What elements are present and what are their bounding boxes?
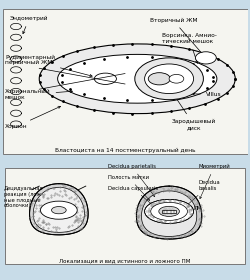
Circle shape [159, 206, 180, 216]
Polygon shape [33, 187, 84, 232]
Text: Децидуальная
реакция (лож-
ные плодные
оболочки): Децидуальная реакция (лож- ные плодные о… [4, 186, 46, 209]
Polygon shape [30, 184, 88, 235]
Ellipse shape [144, 64, 194, 94]
Text: Локализация и вид истинного и ложного ПМ: Локализация и вид истинного и ложного ПМ [59, 259, 191, 264]
Polygon shape [136, 186, 202, 239]
Text: Эндометрий: Эндометрий [10, 16, 48, 34]
Text: Хорион: Хорион [5, 106, 60, 129]
Circle shape [151, 202, 188, 220]
Polygon shape [142, 191, 197, 236]
Text: Рудиментарный
первичный ЖМ: Рудиментарный первичный ЖМ [5, 54, 92, 77]
Text: Бластоциста на 14 постменструальный день: Бластоциста на 14 постменструальный день [55, 148, 195, 153]
Ellipse shape [58, 54, 217, 103]
Text: Вторичный ЖМ: Вторичный ЖМ [150, 18, 204, 55]
Text: Полость матки: Полость матки [108, 175, 150, 200]
Ellipse shape [94, 73, 116, 85]
Text: Decidua parietalis: Decidua parietalis [108, 164, 156, 197]
Text: Decidua capsularis: Decidua capsularis [108, 186, 158, 204]
Text: Ворсинка. Амнио-
тический мешок: Ворсинка. Амнио- тический мешок [162, 34, 216, 63]
Bar [162, 210, 176, 213]
Text: Зародышевый
диск: Зародышевый диск [168, 87, 216, 130]
Circle shape [40, 201, 77, 219]
Circle shape [52, 207, 66, 214]
Text: ПМ: ПМ [180, 206, 202, 213]
Text: Миометрий: Миометрий [198, 164, 230, 199]
Ellipse shape [135, 58, 203, 100]
Bar [5, 168, 245, 264]
Text: Villus: Villus [190, 92, 222, 97]
Ellipse shape [39, 44, 235, 114]
Text: Decidua
basalis: Decidua basalis [183, 180, 220, 209]
Ellipse shape [148, 73, 170, 85]
Ellipse shape [196, 52, 216, 64]
Ellipse shape [169, 74, 184, 83]
Circle shape [144, 199, 194, 223]
Text: Хориональный
мешок: Хориональный мешок [5, 89, 72, 100]
